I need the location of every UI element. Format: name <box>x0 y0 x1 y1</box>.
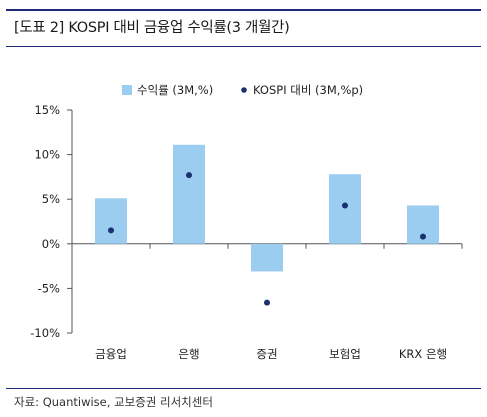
dot-point <box>420 233 426 240</box>
source-note: 자료: Quantiwise, 교보증권 리서치센터 <box>14 395 213 409</box>
legend: 수익률 (3M,%) KOSPI 대비 (3M,%p) <box>122 83 363 97</box>
y-tick-label: 10% <box>34 148 60 162</box>
y-tick-label: 5% <box>42 192 60 206</box>
dot-point <box>342 202 348 209</box>
legend-label: 수익률 (3M,%) <box>137 83 213 97</box>
dot-point <box>264 299 270 306</box>
title-rule <box>6 46 481 47</box>
figure-title: [도표 2] KOSPI 대비 금융업 수익률(3 개월간) <box>14 20 290 36</box>
axes: 15% 10% 5% 0% -5% -10% 금융업 은행 증권 보험업 KRX 은행 <box>30 103 463 361</box>
legend-swatch-dot <box>241 87 247 93</box>
y-tick-label: 0% <box>42 237 60 251</box>
x-tick-label: 은행 <box>178 347 199 361</box>
chart: 수익률 (3M,%) KOSPI 대비 (3M,%p) 15% 10% 5% 0% -5%… <box>30 83 463 361</box>
bar <box>173 144 205 244</box>
x-tick-label: KRX 은행 <box>399 347 447 361</box>
dot-point <box>186 172 192 179</box>
bottom-rule <box>6 388 481 389</box>
x-tick-label: 보험업 <box>329 347 361 361</box>
legend-label: KOSPI 대비 (3M,%p) <box>253 83 363 97</box>
bar <box>251 243 283 272</box>
x-tick-label: 증권 <box>256 347 277 361</box>
bar <box>329 174 361 244</box>
y-tick-label: -10% <box>30 326 60 340</box>
dot-point <box>108 227 114 234</box>
bar <box>95 198 127 244</box>
x-tick-label: 금융업 <box>95 347 127 361</box>
bar-series <box>95 144 439 272</box>
dot-series <box>108 172 426 306</box>
legend-swatch-bar <box>122 85 132 95</box>
top-rule <box>6 9 481 11</box>
y-tick-label: -5% <box>38 281 60 295</box>
y-tick-label: 15% <box>34 103 60 117</box>
